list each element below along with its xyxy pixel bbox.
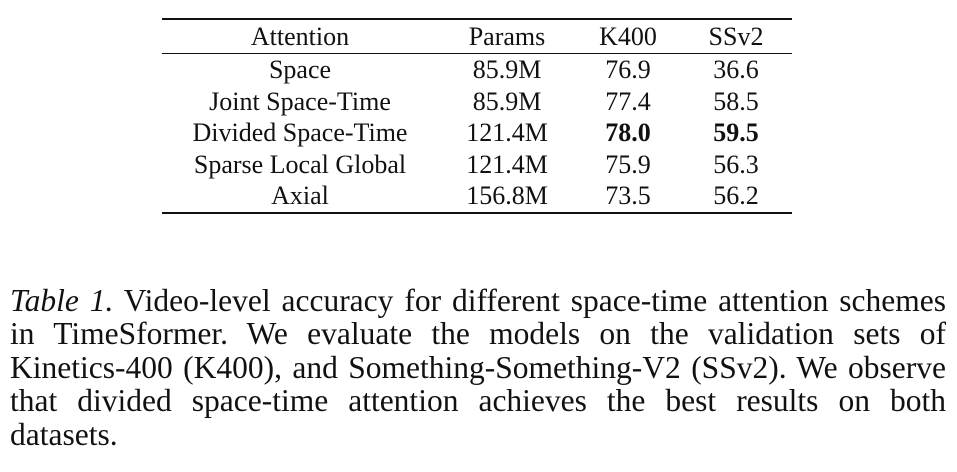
caption-label: Table 1.: [10, 282, 114, 318]
table-row: Space 85.9M 76.9 36.6: [162, 54, 792, 86]
cell-params: 85.9M: [472, 86, 542, 116]
table-row: Joint Space-Time 85.9M 77.4 58.5: [162, 86, 792, 118]
cell-params: 121.4M: [466, 149, 548, 179]
cell-k400: 75.9: [605, 149, 651, 179]
cell-attention: Space: [268, 55, 332, 84]
caption-text: Video-level accuracy for different space…: [10, 282, 946, 452]
cell-ssv2: 56.2: [713, 181, 759, 210]
table-row: Divided Space-Time 121.4M 78.0 59.5: [162, 117, 792, 149]
cell-k400: 77.4: [605, 86, 651, 116]
cell-attention: Axial: [271, 181, 329, 210]
column-header-k400: K400: [599, 22, 657, 51]
cell-k400: 76.9: [605, 55, 651, 84]
cell-k400-best: 78.0: [605, 118, 651, 147]
cell-ssv2: 58.5: [713, 86, 759, 116]
cell-attention: Sparse Local Global: [193, 149, 407, 179]
cell-k400: 73.5: [605, 181, 651, 210]
table-row: Axial 156.8M 73.5 56.2: [162, 180, 792, 213]
cell-attention: Joint Space-Time: [209, 86, 391, 116]
results-table: Attention Params K400 SSv2 Space 85.9M 7…: [162, 18, 792, 214]
column-header-params: Params: [468, 22, 546, 51]
results-table-container: Attention Params K400 SSv2 Space 85.9M 7…: [162, 18, 792, 214]
cell-attention: Divided Space-Time: [192, 118, 408, 147]
table-row: Sparse Local Global 121.4M 75.9 56.3: [162, 149, 792, 181]
cell-params: 156.8M: [466, 181, 548, 210]
table-header-row: Attention Params K400 SSv2: [162, 19, 792, 54]
cell-params: 85.9M: [472, 55, 542, 84]
table-caption: Table 1. Video-level accuracy for differ…: [10, 282, 946, 452]
cell-ssv2: 56.3: [713, 149, 759, 179]
cell-ssv2: 36.6: [713, 55, 759, 84]
cell-params: 121.4M: [466, 118, 548, 147]
column-header-attention: Attention: [250, 22, 350, 51]
column-header-ssv2: SSv2: [708, 22, 764, 51]
cell-ssv2-best: 59.5: [713, 118, 759, 147]
